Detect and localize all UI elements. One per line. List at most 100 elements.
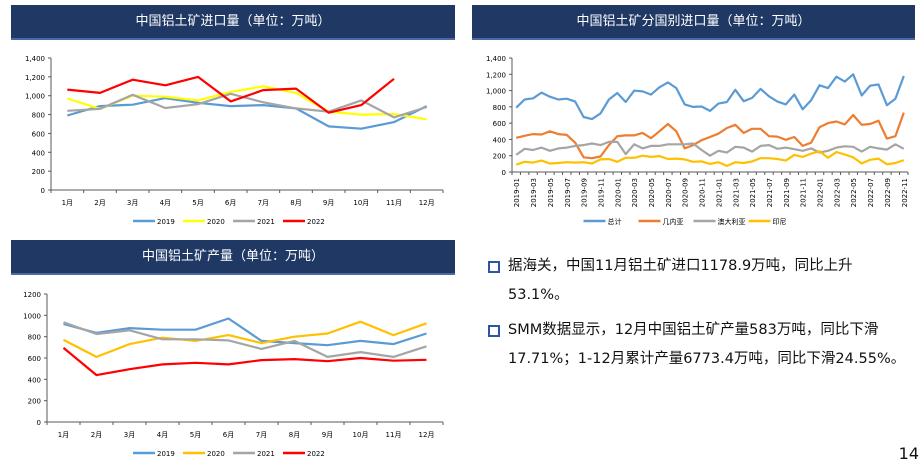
y-tick-label: 0 xyxy=(37,419,41,427)
bullet-text: 据海关，中国11月铝土矿进口1178.9万吨，同比上升53.1%。 xyxy=(508,258,853,303)
y-tick-label: 0 xyxy=(41,187,45,195)
imports-chart: 0 200 400 600 800 1,000 1,200 1,400 1月 2月 3月 4月 5月 6月… xyxy=(25,55,444,226)
imports-chart-title: 中国铝土矿进口量（单位：万吨） xyxy=(11,5,455,40)
x-tick-label: 8月 xyxy=(290,199,301,207)
series-line-澳大利亚 xyxy=(515,140,905,157)
legend-label: 2020 xyxy=(207,450,225,458)
y-tick-label: 800 xyxy=(28,334,41,342)
country-imports-chart: 0 200 400 600 800 1,000 1,200 1,400 2019-01 2019-… xyxy=(486,55,909,226)
x-tick-label: 7月 xyxy=(256,431,267,439)
imports-chart-panel: 中国铝土矿进口量（单位：万吨） 0 200 400 600 800 1,000 1,200 1… xyxy=(11,5,455,230)
y-tick-label: 200 xyxy=(28,398,41,406)
series-line-总计 xyxy=(515,73,905,121)
legend-label: 2021 xyxy=(257,218,275,226)
production-chart: 0 200 400 600 800 1000 1200 1月 2月 3月 4月 5月 6月 7月 8月 9月 1… xyxy=(23,291,444,458)
x-tick-label: 2019-09 xyxy=(581,178,589,207)
x-tick-label: 4月 xyxy=(157,431,168,439)
x-tick-label: 2020-01 xyxy=(614,178,622,207)
x-tick-label: 6月 xyxy=(225,199,236,207)
y-tick-label: 1,000 xyxy=(486,88,506,96)
series-line-几内亚 xyxy=(515,112,905,160)
x-tick-label: 4月 xyxy=(160,199,171,207)
x-tick-label: 2019-05 xyxy=(547,178,555,207)
y-tick-label: 800 xyxy=(32,112,45,120)
series-line-2022 xyxy=(62,347,427,377)
x-tick-label: 2019-11 xyxy=(597,178,605,207)
x-tick-label: 11月 xyxy=(386,431,402,439)
series-line-2021 xyxy=(67,92,428,119)
x-tick-label: 2019-07 xyxy=(564,178,572,207)
x-tick-label: 2019-01 xyxy=(513,178,521,207)
x-tick-label: 6月 xyxy=(223,431,234,439)
x-tick-label: 2022-01 xyxy=(817,178,825,207)
square-bullet-icon xyxy=(488,325,500,337)
y-tick-label: 1,400 xyxy=(25,55,45,63)
legend-label: 2020 xyxy=(207,218,225,226)
y-tick-label: 1,400 xyxy=(486,55,506,63)
bullet-text: SMM数据显示，12月中国铝土矿产量583万吨，同比下滑17.71%；1-12月… xyxy=(508,322,906,367)
y-tick-label: 600 xyxy=(493,120,506,128)
x-tick-label: 2021-03 xyxy=(732,178,740,207)
x-tick-label: 2020-11 xyxy=(699,178,707,207)
x-tick-label: 2020-07 xyxy=(665,178,673,207)
x-tick-label: 12月 xyxy=(419,199,435,207)
y-tick-label: 200 xyxy=(493,153,506,161)
country-imports-chart-title: 中国铝土矿分国别进口量（单位：万吨） xyxy=(472,5,915,40)
x-tick-label: 9月 xyxy=(322,431,333,439)
x-tick-label: 2022-11 xyxy=(901,178,909,207)
y-tick-label: 1000 xyxy=(23,312,41,320)
x-tick-label: 1月 xyxy=(58,431,69,439)
x-tick-label: 2022-03 xyxy=(833,178,841,207)
y-tick-label: 600 xyxy=(32,130,45,138)
x-tick-label: 12月 xyxy=(419,431,435,439)
x-tick-label: 2021-01 xyxy=(715,178,723,207)
series-line-2022 xyxy=(67,75,395,114)
series-line-2020 xyxy=(62,320,427,358)
y-tick-label: 1,200 xyxy=(25,74,45,82)
production-chart-panel: 中国铝土矿产量（单位：万吨） 0 200 400 600 800 1000 1200 1月 2月… xyxy=(11,240,455,458)
legend-label: 澳大利亚 xyxy=(718,217,746,226)
series-line-印尼 xyxy=(515,150,905,167)
x-tick-label: 3月 xyxy=(127,199,138,207)
x-tick-label: 2021-05 xyxy=(749,178,757,207)
x-tick-label: 2020-03 xyxy=(631,178,639,207)
legend-label: 2022 xyxy=(307,218,325,226)
x-tick-label: 2月 xyxy=(91,431,102,439)
bullet-imports: 据海关，中国11月铝土矿进口1178.9万吨，同比上升53.1%。 xyxy=(486,252,906,310)
series-line-2020 xyxy=(66,85,427,121)
x-tick-label: 2021-11 xyxy=(800,178,808,207)
x-tick-label: 8月 xyxy=(289,431,300,439)
bullet-production: SMM数据显示，12月中国铝土矿产量583万吨，同比下滑17.71%；1-12月… xyxy=(486,316,906,374)
y-tick-label: 1,000 xyxy=(25,93,45,101)
x-tick-label: 2019-03 xyxy=(530,178,538,207)
x-tick-label: 2021-07 xyxy=(766,178,774,207)
y-tick-label: 1200 xyxy=(23,291,41,299)
x-tick-label: 5月 xyxy=(190,431,201,439)
legend-label: 2022 xyxy=(307,450,325,458)
x-tick-label: 7月 xyxy=(258,199,269,207)
x-tick-label: 2021-09 xyxy=(783,178,791,207)
x-tick-label: 1月 xyxy=(62,199,73,207)
x-tick-label: 2020-05 xyxy=(648,178,656,207)
legend-label: 2019 xyxy=(157,218,175,226)
x-tick-label: 11月 xyxy=(386,199,402,207)
x-tick-label: 3月 xyxy=(124,431,135,439)
legend-label: 2021 xyxy=(257,450,275,458)
y-tick-label: 400 xyxy=(32,149,45,157)
country-imports-chart-panel: 中国铝土矿分国别进口量（单位：万吨） 0 200 400 600 800 1,000 1,2… xyxy=(472,5,915,230)
x-tick-label: 2022-07 xyxy=(867,178,875,207)
y-tick-label: 400 xyxy=(28,376,41,384)
legend-label: 2019 xyxy=(157,450,175,458)
x-tick-label: 2020-09 xyxy=(682,178,690,207)
x-tick-label: 2022-05 xyxy=(850,178,858,207)
y-tick-label: 800 xyxy=(493,104,506,112)
series-line-2021 xyxy=(63,321,427,358)
x-tick-label: 10月 xyxy=(353,199,369,207)
summary-bullets: 据海关，中国11月铝土矿进口1178.9万吨，同比上升53.1%。 SMM数据显… xyxy=(486,252,906,380)
page-number: 14 xyxy=(898,444,919,463)
x-tick-label: 2月 xyxy=(94,199,105,207)
x-tick-label: 5月 xyxy=(192,199,203,207)
x-tick-label: 10月 xyxy=(353,431,369,439)
y-tick-label: 200 xyxy=(32,168,45,176)
y-tick-label: 600 xyxy=(28,355,41,363)
